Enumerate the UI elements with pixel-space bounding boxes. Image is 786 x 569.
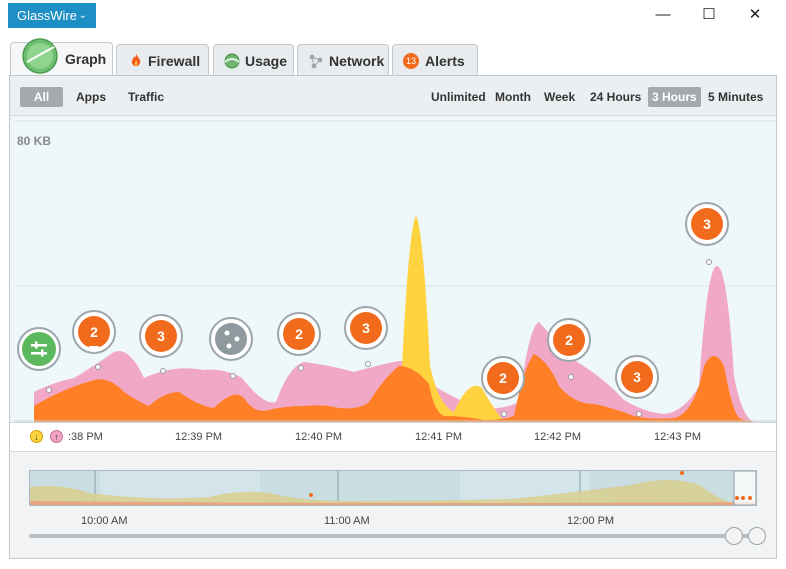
network-icon	[309, 54, 323, 69]
maximize-button[interactable]: ☐	[702, 6, 716, 23]
marker-count-label: 2	[295, 326, 303, 342]
range-week-button[interactable]: Week	[544, 90, 576, 104]
tab-network[interactable]: Network	[297, 44, 389, 76]
y-max-label: 80 KB	[17, 134, 52, 148]
marker-count[interactable]: 2	[277, 312, 321, 371]
graph-panel: All Apps Traffic Unlimited Month Week 24…	[9, 75, 777, 559]
close-button[interactable]: ✕	[748, 6, 762, 23]
title-bar: GlassWire ⌄ — ☐ ✕	[0, 0, 786, 32]
tab-label: Graph	[65, 51, 107, 67]
marker-count-label: 2	[499, 370, 507, 386]
tab-alerts[interactable]: 13 Alerts	[392, 44, 478, 76]
filter-apps-button[interactable]: Apps	[76, 90, 106, 104]
usage-icon	[224, 53, 240, 69]
range-month-button[interactable]: Month	[495, 90, 531, 104]
range-24-hours-button[interactable]: 24 Hours	[590, 90, 642, 104]
filter-all-button[interactable]: All	[20, 87, 63, 107]
timeline-overview[interactable]	[29, 470, 757, 506]
combined-traffic-area	[34, 354, 754, 422]
marker-count[interactable]: 3	[615, 355, 659, 417]
timeline-left-handle[interactable]	[725, 527, 743, 545]
tab-label: Firewall	[148, 53, 201, 69]
marker-count-label: 3	[633, 369, 641, 385]
timeline-graph	[30, 470, 757, 506]
range-5-minutes-button[interactable]: 5 Minutes	[708, 90, 764, 104]
traffic-graph: 2 3 2 3 2	[14, 120, 776, 422]
filter-traffic-button[interactable]: Traffic	[128, 90, 165, 104]
timeline-tick-label: 11:00 AM	[324, 515, 370, 527]
range-3-hours-button[interactable]: 3 Hours	[648, 87, 701, 107]
marker-count[interactable]: 2	[72, 310, 116, 370]
filter-bar: All Apps Traffic Unlimited Month Week 24…	[10, 76, 776, 116]
graph-icon	[22, 38, 58, 74]
minimize-button[interactable]: —	[655, 6, 671, 23]
chevron-down-icon: ⌄	[78, 10, 87, 21]
marker-count[interactable]: 3	[685, 202, 729, 265]
marker-count[interactable]: 3	[139, 314, 183, 374]
flame-icon	[131, 54, 141, 66]
marker-count[interactable]: 3	[344, 306, 388, 367]
outgoing-traffic-area	[34, 266, 754, 422]
tab-firewall[interactable]: Firewall	[116, 44, 209, 76]
alerts-icon: 13	[403, 53, 419, 69]
outgoing-legend-icon[interactable]: ↑	[50, 430, 63, 443]
range-unlimited-button[interactable]: Unlimited	[431, 90, 486, 104]
marker-count-label: 2	[90, 324, 98, 340]
timeline-tick-label: 12:00 PM	[567, 515, 615, 527]
marker-settings[interactable]	[17, 327, 61, 393]
x-tick-label: 12:39 PM	[175, 431, 223, 443]
x-tick-label: 12:43 PM	[654, 431, 702, 443]
app-title: GlassWire	[17, 8, 77, 23]
x-tick-label: :38 PM	[68, 431, 103, 443]
tab-label: Network	[329, 53, 385, 69]
tab-label: Usage	[245, 53, 288, 69]
marker-network[interactable]	[209, 317, 253, 379]
marker-count-label: 3	[157, 328, 165, 344]
x-tick-label: 12:41 PM	[415, 431, 463, 443]
timeline-scrollbar[interactable]	[29, 534, 759, 538]
tab-label: Alerts	[425, 53, 465, 69]
tab-usage[interactable]: Usage	[213, 44, 294, 76]
marker-count[interactable]: 2	[481, 356, 525, 417]
tab-graph[interactable]: Graph	[10, 38, 113, 76]
marker-count-label: 3	[703, 216, 711, 232]
x-tick-label: 12:42 PM	[534, 431, 582, 443]
incoming-legend-icon[interactable]: ↓	[30, 430, 43, 443]
app-menu-button[interactable]: GlassWire ⌄	[8, 3, 96, 28]
timeline-tick-label: 10:00 AM	[81, 515, 128, 527]
time-axis: ↓ ↑ :38 PM 12:39 PM 12:40 PM 12:41 PM 12…	[10, 422, 776, 452]
timeline-right-handle[interactable]	[748, 527, 766, 545]
marker-count-label: 3	[362, 320, 370, 336]
x-tick-label: 12:40 PM	[295, 431, 343, 443]
marker-count-label: 2	[565, 332, 573, 348]
marker-count[interactable]: 2	[547, 318, 591, 380]
